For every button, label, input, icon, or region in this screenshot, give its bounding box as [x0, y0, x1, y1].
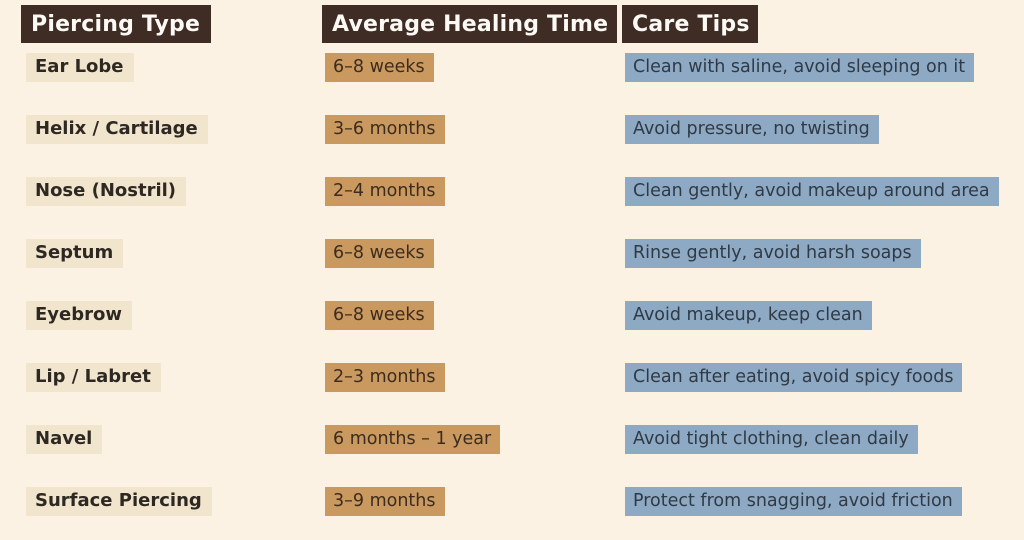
- column-header-healing-time: Average Healing Time: [322, 5, 617, 43]
- piercing-type-cell: Nose (Nostril): [26, 177, 187, 206]
- table-row: Lip / Labret 2–3 months Clean after eati…: [0, 363, 1024, 395]
- healing-time-cell: 2–3 months: [325, 363, 445, 392]
- piercing-type-cell: Septum: [26, 239, 124, 268]
- piercing-type-cell: Navel: [26, 425, 103, 454]
- care-tip-cell: Clean gently, avoid makeup around area: [625, 177, 999, 206]
- column-header-care-tips: Care Tips: [622, 5, 758, 43]
- care-tip-cell: Avoid pressure, no twisting: [625, 115, 879, 144]
- table-row: Nose (Nostril) 2–4 months Clean gently, …: [0, 177, 1024, 209]
- table-row: Ear Lobe 6–8 weeks Clean with saline, av…: [0, 53, 1024, 85]
- piercing-type-cell: Eyebrow: [26, 301, 132, 330]
- piercing-type-cell: Ear Lobe: [26, 53, 134, 82]
- table-row: Eyebrow 6–8 weeks Avoid makeup, keep cle…: [0, 301, 1024, 333]
- healing-time-cell: 6–8 weeks: [325, 239, 434, 268]
- table-row: Surface Piercing 3–9 months Protect from…: [0, 487, 1024, 519]
- care-tip-cell: Avoid makeup, keep clean: [625, 301, 872, 330]
- table-row: Septum 6–8 weeks Rinse gently, avoid har…: [0, 239, 1024, 271]
- piercing-type-cell: Lip / Labret: [26, 363, 161, 392]
- healing-time-cell: 3–9 months: [325, 487, 445, 516]
- healing-time-cell: 2–4 months: [325, 177, 445, 206]
- care-tip-cell: Clean with saline, avoid sleeping on it: [625, 53, 975, 82]
- care-tip-cell: Clean after eating, avoid spicy foods: [625, 363, 963, 392]
- column-header-piercing-type: Piercing Type: [21, 5, 211, 43]
- care-tip-cell: Protect from snagging, avoid friction: [625, 487, 962, 516]
- care-tip-cell: Rinse gently, avoid harsh soaps: [625, 239, 921, 268]
- table-row: Navel 6 months – 1 year Avoid tight clot…: [0, 425, 1024, 457]
- piercing-type-cell: Helix / Cartilage: [26, 115, 208, 144]
- healing-time-cell: 3–6 months: [325, 115, 445, 144]
- healing-time-cell: 6–8 weeks: [325, 301, 434, 330]
- piercing-type-cell: Surface Piercing: [26, 487, 212, 516]
- healing-time-cell: 6 months – 1 year: [325, 425, 501, 454]
- healing-time-cell: 6–8 weeks: [325, 53, 434, 82]
- table-row: Helix / Cartilage 3–6 months Avoid press…: [0, 115, 1024, 147]
- care-tip-cell: Avoid tight clothing, clean daily: [625, 425, 918, 454]
